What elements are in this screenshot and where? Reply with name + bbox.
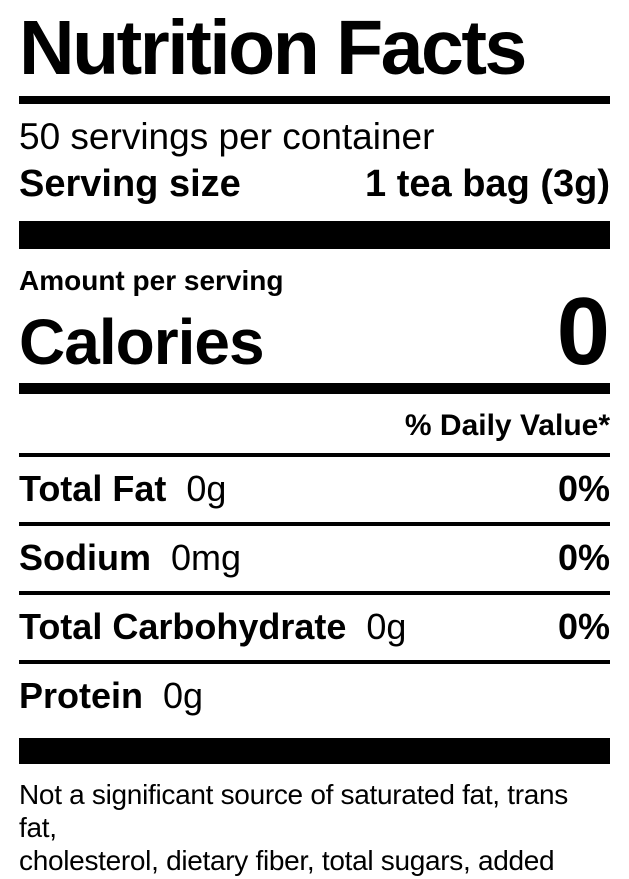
calories-value: 0 xyxy=(556,278,610,385)
nutrient-name-amount: Sodium 0mg xyxy=(19,538,241,578)
serving-size-label: Serving size xyxy=(19,163,241,205)
nutrient-amount: 0g xyxy=(366,606,407,647)
row-separator xyxy=(19,453,610,457)
daily-value-header: % Daily Value* xyxy=(404,409,610,442)
nutrient-amount: 0g xyxy=(186,468,227,509)
serving-size-value: 1 tea bag (3g) xyxy=(365,163,610,205)
label-content: Nutrition Facts 50 servings per containe… xyxy=(19,10,610,879)
calories-row: Calories 0 xyxy=(19,278,610,385)
row-separator xyxy=(19,660,610,664)
nutrient-amount: 0g xyxy=(163,675,204,716)
nutrient-daily-value: 0% xyxy=(557,537,610,578)
row-separator xyxy=(19,522,610,526)
nutrient-daily-value: 0% xyxy=(557,606,610,647)
nutrient-name-amount: Total Carbohydrate 0g xyxy=(19,607,406,647)
nutrient-name: Total Fat xyxy=(19,468,167,509)
servings-per-container: 50 servings per container xyxy=(19,116,435,157)
divider-thin-under-title xyxy=(19,96,610,104)
nutrient-daily-value: 0% xyxy=(557,468,610,509)
nutrient-name: Protein xyxy=(19,675,144,716)
calories-label: Calories xyxy=(19,306,265,378)
nutrient-row-sodium: Sodium 0mg 0% xyxy=(19,526,610,591)
amount-per-serving-label: Amount per serving xyxy=(19,265,284,296)
nutrient-name-amount: Total Fat 0g xyxy=(19,469,226,509)
divider-thick-top xyxy=(19,221,610,249)
nutrient-row-total-carbohydrate: Total Carbohydrate 0g 0% xyxy=(19,595,610,660)
divider-medium-under-calories xyxy=(19,383,610,394)
nutrient-amount: 0mg xyxy=(171,537,242,578)
row-separator xyxy=(19,591,610,595)
serving-size-row: Serving size 1 tea bag (3g) xyxy=(19,161,610,207)
nutrient-row-total-fat: Total Fat 0g 0% xyxy=(19,457,610,522)
nutrient-row-protein: Protein 0g xyxy=(19,664,610,738)
label-title: Nutrition Facts xyxy=(19,5,527,91)
nutrient-name-amount: Protein 0g xyxy=(19,676,203,716)
nutrient-name: Sodium xyxy=(19,537,151,578)
nutrient-name: Total Carbohydrate xyxy=(19,606,347,647)
footnote-text: Not a significant source of saturated fa… xyxy=(19,779,569,879)
divider-thick-bottom xyxy=(19,738,610,764)
